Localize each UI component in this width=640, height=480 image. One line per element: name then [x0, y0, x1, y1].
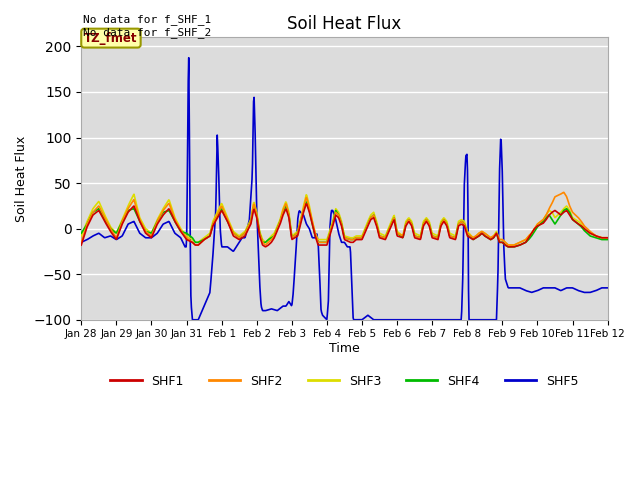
Line: SHF1: SHF1 [81, 204, 607, 247]
SHF2 [604, 235, 611, 240]
SHF5 [604, 285, 611, 291]
SHF4 [77, 230, 85, 236]
SHF1 [131, 206, 139, 212]
SHF4 [291, 233, 298, 239]
SHF4 [488, 236, 496, 241]
SHF5 [291, 260, 299, 265]
Line: SHF5: SHF5 [81, 58, 607, 320]
SHF2 [291, 233, 298, 239]
SHF4 [604, 237, 611, 242]
SHF2 [310, 224, 317, 230]
SHF1 [303, 201, 310, 206]
SHF4 [440, 217, 447, 223]
SHF5 [77, 240, 85, 245]
SHF1 [440, 219, 447, 225]
SHF1 [291, 235, 298, 241]
SHF1 [77, 242, 85, 248]
SHF3 [132, 198, 140, 204]
SHF2 [440, 217, 447, 223]
SHF2 [77, 240, 85, 245]
SHF5 [440, 317, 447, 323]
SHF2 [498, 237, 506, 242]
Text: No data for f_SHF_1
No data for f_SHF_2: No data for f_SHF_1 No data for f_SHF_2 [83, 14, 211, 38]
SHF4 [498, 240, 506, 245]
SHF2 [131, 201, 139, 206]
SHF5 [310, 235, 318, 240]
Line: SHF2: SHF2 [81, 192, 607, 245]
Title: Soil Heat Flux: Soil Heat Flux [287, 15, 401, 33]
Line: SHF3: SHF3 [81, 194, 607, 245]
SHF1 [498, 240, 506, 245]
SHF4 [310, 227, 317, 232]
SHF3 [505, 242, 513, 248]
SHF3 [291, 231, 298, 237]
Legend: SHF1, SHF2, SHF3, SHF4, SHF5: SHF1, SHF2, SHF3, SHF4, SHF5 [106, 370, 584, 393]
SHF2 [192, 242, 200, 248]
SHF4 [505, 244, 513, 250]
SHF3 [310, 224, 317, 230]
SHF3 [488, 234, 496, 240]
SHF3 [130, 192, 138, 197]
X-axis label: Time: Time [329, 342, 360, 355]
SHF1 [604, 235, 611, 240]
SHF5 [189, 317, 196, 323]
SHF3 [77, 233, 85, 239]
Y-axis label: Soil Heat Flux: Soil Heat Flux [15, 135, 28, 222]
Text: TZ_fmet: TZ_fmet [84, 32, 138, 45]
SHF2 [560, 190, 568, 195]
SHF2 [488, 234, 496, 240]
SHF5 [131, 221, 139, 227]
Line: SHF4: SHF4 [81, 202, 607, 247]
SHF1 [310, 227, 317, 232]
SHF5 [489, 317, 497, 323]
SHF1 [488, 236, 496, 241]
SHF1 [505, 244, 513, 250]
SHF3 [498, 237, 506, 242]
SHF5 [185, 55, 193, 60]
SHF4 [131, 208, 139, 214]
SHF3 [604, 235, 611, 240]
SHF3 [440, 216, 447, 221]
SHF5 [499, 168, 506, 174]
SHF4 [303, 199, 310, 205]
